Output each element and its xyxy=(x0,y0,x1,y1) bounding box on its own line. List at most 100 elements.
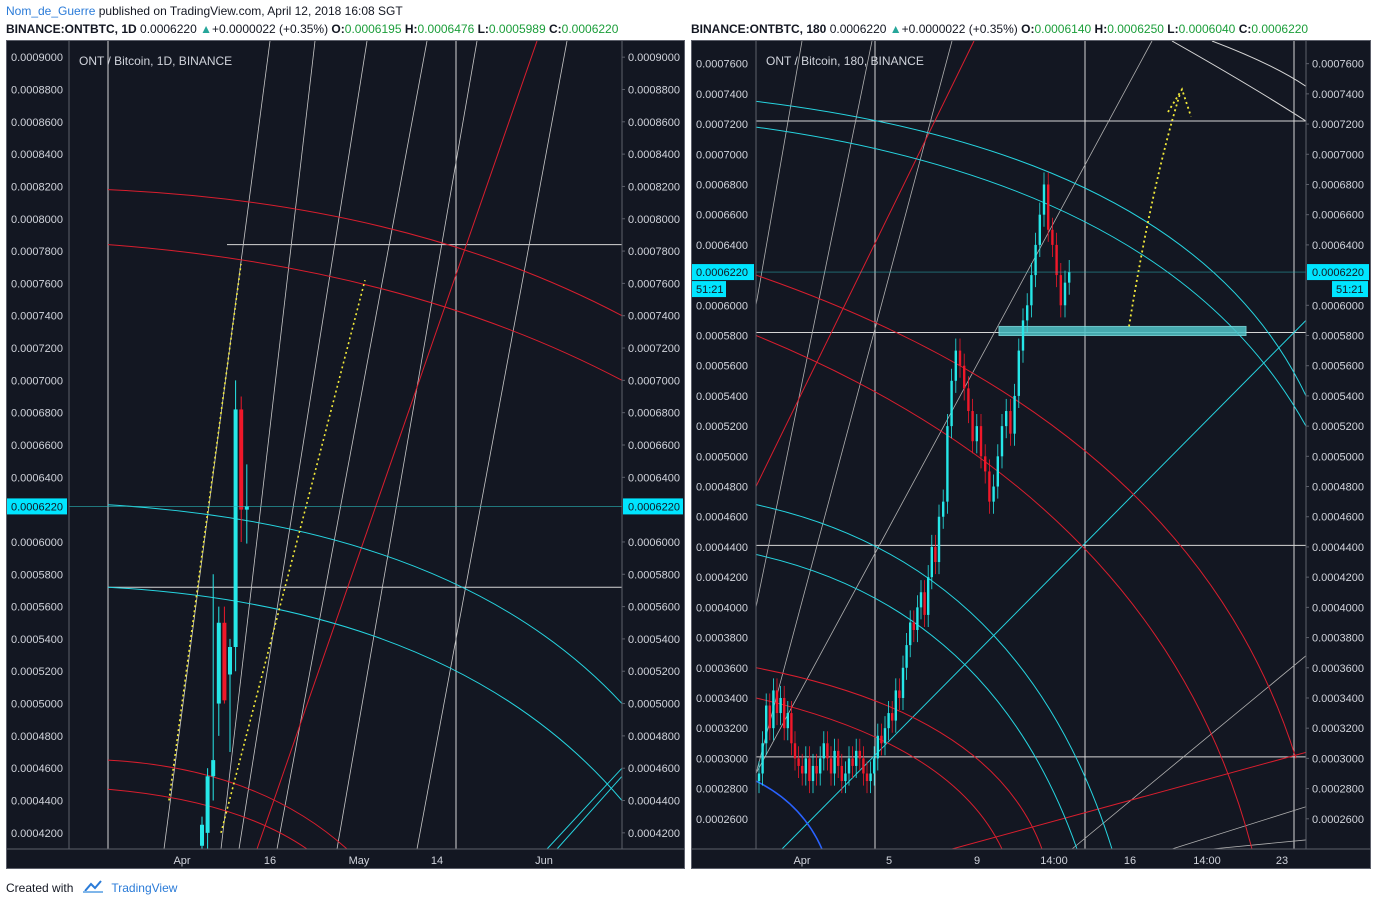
candle-body xyxy=(919,592,923,608)
left-y-tick-label: 0.0003800 xyxy=(696,633,748,645)
right-price-tag xyxy=(623,498,683,515)
chart-1-symbol: BINANCE:ONTBTC, 1D xyxy=(6,22,137,36)
candle-body xyxy=(1009,411,1012,434)
right-y-tick-label: 0.0005200 xyxy=(1312,421,1364,433)
yellow-dotted-arrow xyxy=(1128,93,1181,327)
right-y-tick-label: 0.0006400 xyxy=(1312,240,1364,252)
left-y-tick-label: 0.0004400 xyxy=(696,542,748,554)
right-y-tick-label: 0.0007400 xyxy=(1312,89,1364,101)
red-arc xyxy=(756,667,1043,849)
candle-body xyxy=(927,577,930,615)
footer-brand-link[interactable]: TradingView xyxy=(111,880,178,895)
cyan-fan-line xyxy=(546,767,622,849)
red-arc xyxy=(107,759,348,849)
candle-body xyxy=(967,388,970,412)
low-label: L: xyxy=(1167,22,1179,36)
chart-2-last: 0.0006220 xyxy=(829,22,887,36)
candle-body xyxy=(205,776,210,833)
x-tick-label: Jun xyxy=(535,855,553,867)
left-y-tick-label: 0.0003400 xyxy=(696,693,748,705)
chart-2-open: 0.0006140 xyxy=(1034,22,1092,36)
right-y-tick-label: 0.0007000 xyxy=(1312,149,1364,161)
right-y-tick-label: 0.0006800 xyxy=(628,408,680,420)
chart-panel-3h[interactable]: 0.0007600 0.0007600 0.0007400 0.0007400 0.00… xyxy=(691,40,1371,869)
left-last-price-label: 0.0006220 xyxy=(696,267,748,279)
yellow-dotted-trendline xyxy=(220,279,366,834)
candle-body xyxy=(883,728,887,744)
left-y-tick-label: 0.0006400 xyxy=(11,472,63,484)
left-y-tick-label: 0.0007600 xyxy=(11,278,63,290)
candle-body xyxy=(233,409,238,647)
right-countdown-tag xyxy=(1332,281,1368,298)
candle-body xyxy=(829,758,833,774)
support-zone-rect xyxy=(998,325,1247,337)
candle-body xyxy=(222,622,227,701)
daily-chart-svg[interactable]: 0.0009000 0.0009000 0.0008800 0.0008800 0.00… xyxy=(7,41,684,868)
candle-body xyxy=(1005,411,1008,427)
cyan-fan-line xyxy=(556,775,622,849)
candle-body xyxy=(1038,214,1041,245)
left-price-tag xyxy=(692,264,754,281)
candle-body xyxy=(923,592,926,615)
candle-body xyxy=(851,758,854,766)
author-link[interactable]: Nom_de_Guerre xyxy=(6,4,96,18)
right-y-tick-label: 0.0004400 xyxy=(628,796,680,808)
candle-body xyxy=(880,735,883,744)
candle-body xyxy=(790,713,793,744)
red-arc xyxy=(107,788,308,849)
right-y-tick-label: 0.0006600 xyxy=(1312,210,1364,222)
right-last-price-label: 0.0006220 xyxy=(1312,267,1364,279)
3h-chart-svg[interactable]: 0.0007600 0.0007600 0.0007400 0.0007400 0.00… xyxy=(692,41,1370,868)
chart-panel-daily[interactable]: 0.0009000 0.0009000 0.0008800 0.0008800 0.00… xyxy=(6,40,685,869)
candle-body xyxy=(873,758,876,774)
candle-body xyxy=(1030,275,1033,306)
chart-1-last: 0.0006220 xyxy=(140,22,197,36)
high-label: H: xyxy=(1094,22,1108,36)
right-y-tick-label: 0.0004800 xyxy=(1312,482,1364,494)
red-arc xyxy=(756,274,1297,759)
left-countdown-label: 51:21 xyxy=(696,284,724,296)
blue-arc xyxy=(756,780,823,849)
x-tick-label: 14:00 xyxy=(1193,855,1221,867)
chart-1-change: +0.0000022 (+0.35%) xyxy=(211,22,329,36)
candle-body xyxy=(862,758,865,774)
candle-body xyxy=(1042,184,1046,215)
candle-body xyxy=(916,607,919,631)
right-y-tick-label: 0.0005800 xyxy=(1312,331,1364,343)
plot-area xyxy=(69,41,622,849)
left-y-tick-label: 0.0006000 xyxy=(696,300,748,312)
red-fan-line xyxy=(951,751,1306,849)
left-y-tick-label: 0.0008600 xyxy=(11,117,63,129)
x-tick-label: 14 xyxy=(431,855,443,867)
left-y-tick-label: 0.0005600 xyxy=(11,602,63,614)
left-y-tick-label: 0.0003200 xyxy=(696,723,748,735)
cyan-arc xyxy=(756,504,1113,849)
right-y-tick-label: 0.0003400 xyxy=(1312,693,1364,705)
left-y-tick-label: 0.0003600 xyxy=(696,663,748,675)
left-y-tick-label: 0.0007400 xyxy=(11,311,63,323)
fan-line xyxy=(1071,655,1306,849)
left-y-tick-label: 0.0005400 xyxy=(696,391,748,403)
candle-body xyxy=(905,645,908,668)
chart-1-close: 0.0006220 xyxy=(561,22,619,36)
right-y-tick-label: 0.0005000 xyxy=(628,699,680,711)
left-y-tick-label: 0.0004200 xyxy=(11,828,63,840)
candle-body xyxy=(837,750,840,766)
left-y-tick-label: 0.0005800 xyxy=(696,331,748,343)
candle-body xyxy=(819,758,822,774)
right-y-tick-label: 0.0006400 xyxy=(628,472,680,484)
cyan-arc xyxy=(756,126,1306,427)
right-countdown-label: 51:21 xyxy=(1336,284,1364,296)
right-y-tick-label: 0.0004600 xyxy=(1312,512,1364,524)
right-y-tick-label: 0.0008600 xyxy=(628,117,680,129)
candle-body xyxy=(844,773,847,782)
candle-body xyxy=(783,697,786,729)
left-price-tag xyxy=(7,498,67,515)
x-tick-label: 16 xyxy=(264,855,276,867)
left-y-tick-label: 0.0006400 xyxy=(696,240,748,252)
plot-area xyxy=(756,41,1306,849)
left-y-tick-label: 0.0004000 xyxy=(696,602,748,614)
fan-line xyxy=(163,41,271,849)
chart-legend: ONT / Bitcoin, 180, BINANCE xyxy=(766,54,924,68)
fan-line xyxy=(336,41,478,849)
